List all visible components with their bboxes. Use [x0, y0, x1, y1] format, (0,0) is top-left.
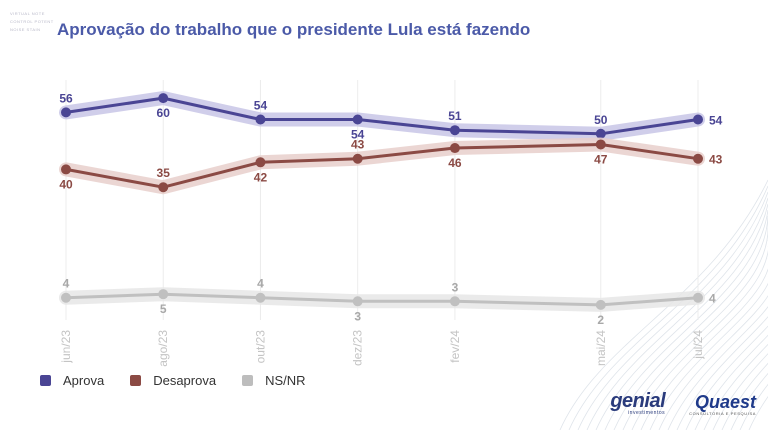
data-point-desaprova [255, 157, 266, 168]
x-tick-label: fev/24 [448, 330, 462, 363]
wave-line [586, 197, 768, 430]
x-tick-label: jun/23 [59, 330, 73, 364]
data-point-aprova [255, 114, 266, 125]
data-label-desaprova: 47 [594, 152, 608, 166]
data-point-aprova [595, 128, 606, 139]
legend-label: Aprova [63, 373, 105, 388]
wave-line [658, 246, 768, 430]
genial-logo: genial investimentos [610, 390, 666, 416]
data-label-desaprova: 43 [351, 138, 365, 152]
data-point-aprova [158, 93, 169, 104]
data-point-nsnr [693, 292, 703, 303]
data-point-nsnr [595, 299, 606, 310]
data-point-desaprova [693, 153, 703, 164]
background-wave-decoration [559, 179, 768, 430]
data-label-desaprova: 40 [59, 177, 73, 191]
wave-line [559, 179, 768, 430]
legend-label: NS/NR [265, 373, 306, 388]
wave-line [676, 258, 768, 430]
x-tick-label: dez/23 [351, 330, 365, 366]
data-point-aprova [61, 107, 71, 118]
data-label-nsnr: 3 [354, 309, 361, 323]
data-label-nsnr: 3 [452, 280, 459, 294]
data-point-nsnr [449, 296, 460, 307]
wave-line [712, 282, 768, 430]
data-point-desaprova [449, 143, 460, 154]
data-label-nsnr: 4 [257, 277, 264, 291]
x-tick-label: mai/24 [594, 330, 608, 366]
genial-logo-text: genial [610, 390, 666, 412]
quaest-logo: Quaest CONSULTORIA E PESQUISA [689, 393, 756, 416]
data-label-aprova: 50 [594, 113, 608, 127]
corner-text-line: CONTROL POTENT [10, 19, 54, 24]
wave-line [730, 294, 768, 430]
legend-item-aprova: Aprova [40, 373, 104, 388]
wave-line [595, 203, 768, 430]
chart-legend: Aprova Desaprova NS/NR [40, 373, 332, 388]
logos: genial investimentos Quaest CONSULTORIA … [610, 390, 756, 416]
wave-line [721, 288, 768, 430]
x-axis-tick-labels: jun/23 ago/23 out/23 dez/23 fev/24 mai/24 jul/… [59, 330, 705, 367]
x-tick-label: jul/24 [691, 330, 705, 360]
chart-title: Aprovação do trabalho que o presidente L… [57, 20, 531, 39]
data-label-aprova: 51 [448, 109, 462, 123]
data-label-nsnr: 4 [63, 277, 70, 291]
data-label-aprova: 54 [709, 114, 723, 128]
data-label-desaprova: 35 [157, 166, 171, 180]
corner-decoration-text: VIRTUAL NOTE CONTROL POTENT NOISE STAIN [10, 10, 54, 34]
wave-line [694, 270, 768, 430]
data-point-aprova [449, 125, 460, 136]
wave-line [613, 215, 768, 430]
wave-line [667, 252, 768, 430]
wave-line [604, 209, 768, 430]
data-label-aprova: 56 [59, 91, 73, 105]
data-point-desaprova [595, 139, 606, 150]
wave-line [622, 222, 768, 430]
legend-label: Desaprova [153, 373, 217, 388]
data-point-aprova [693, 114, 703, 125]
data-label-nsnr: 4 [709, 292, 716, 306]
legend-swatch [130, 375, 142, 386]
legend-swatch [242, 375, 254, 386]
legend-item-nsnr: NS/NR [242, 373, 306, 388]
data-point-desaprova [158, 182, 169, 193]
data-point-desaprova [352, 153, 363, 164]
data-point-nsnr [255, 292, 266, 303]
x-tick-label: out/23 [253, 330, 267, 364]
wave-line [703, 276, 768, 430]
wave-line [577, 191, 768, 430]
legend-item-desaprova: Desaprova [130, 373, 216, 388]
legend-swatch [40, 375, 51, 386]
data-label-aprova: 54 [351, 128, 365, 142]
data-label-desaprova: 46 [448, 156, 462, 170]
data-label-nsnr: 2 [597, 313, 604, 327]
wave-line [640, 234, 768, 430]
data-label-aprova: 54 [254, 99, 268, 113]
quaest-logo-subtext: CONSULTORIA E PESQUISA [689, 411, 756, 416]
data-point-desaprova [61, 164, 71, 175]
wave-line [649, 240, 768, 430]
corner-text-line: NOISE STAIN [10, 27, 41, 32]
quaest-logo-text: Quaest [694, 392, 756, 412]
x-tick-label: ago/23 [156, 330, 170, 367]
data-label-desaprova: 42 [254, 170, 268, 184]
data-label-desaprova: 43 [709, 153, 723, 167]
data-label-nsnr: 5 [160, 302, 167, 316]
data-point-nsnr [158, 289, 169, 300]
wave-line [739, 300, 768, 430]
data-point-nsnr [352, 296, 363, 307]
data-point-aprova [352, 114, 363, 125]
corner-text-line: VIRTUAL NOTE [10, 11, 45, 16]
data-point-nsnr [61, 292, 71, 303]
data-label-aprova: 60 [157, 106, 171, 120]
genial-logo-subtext: investimentos [628, 410, 666, 416]
wave-line [568, 185, 768, 430]
